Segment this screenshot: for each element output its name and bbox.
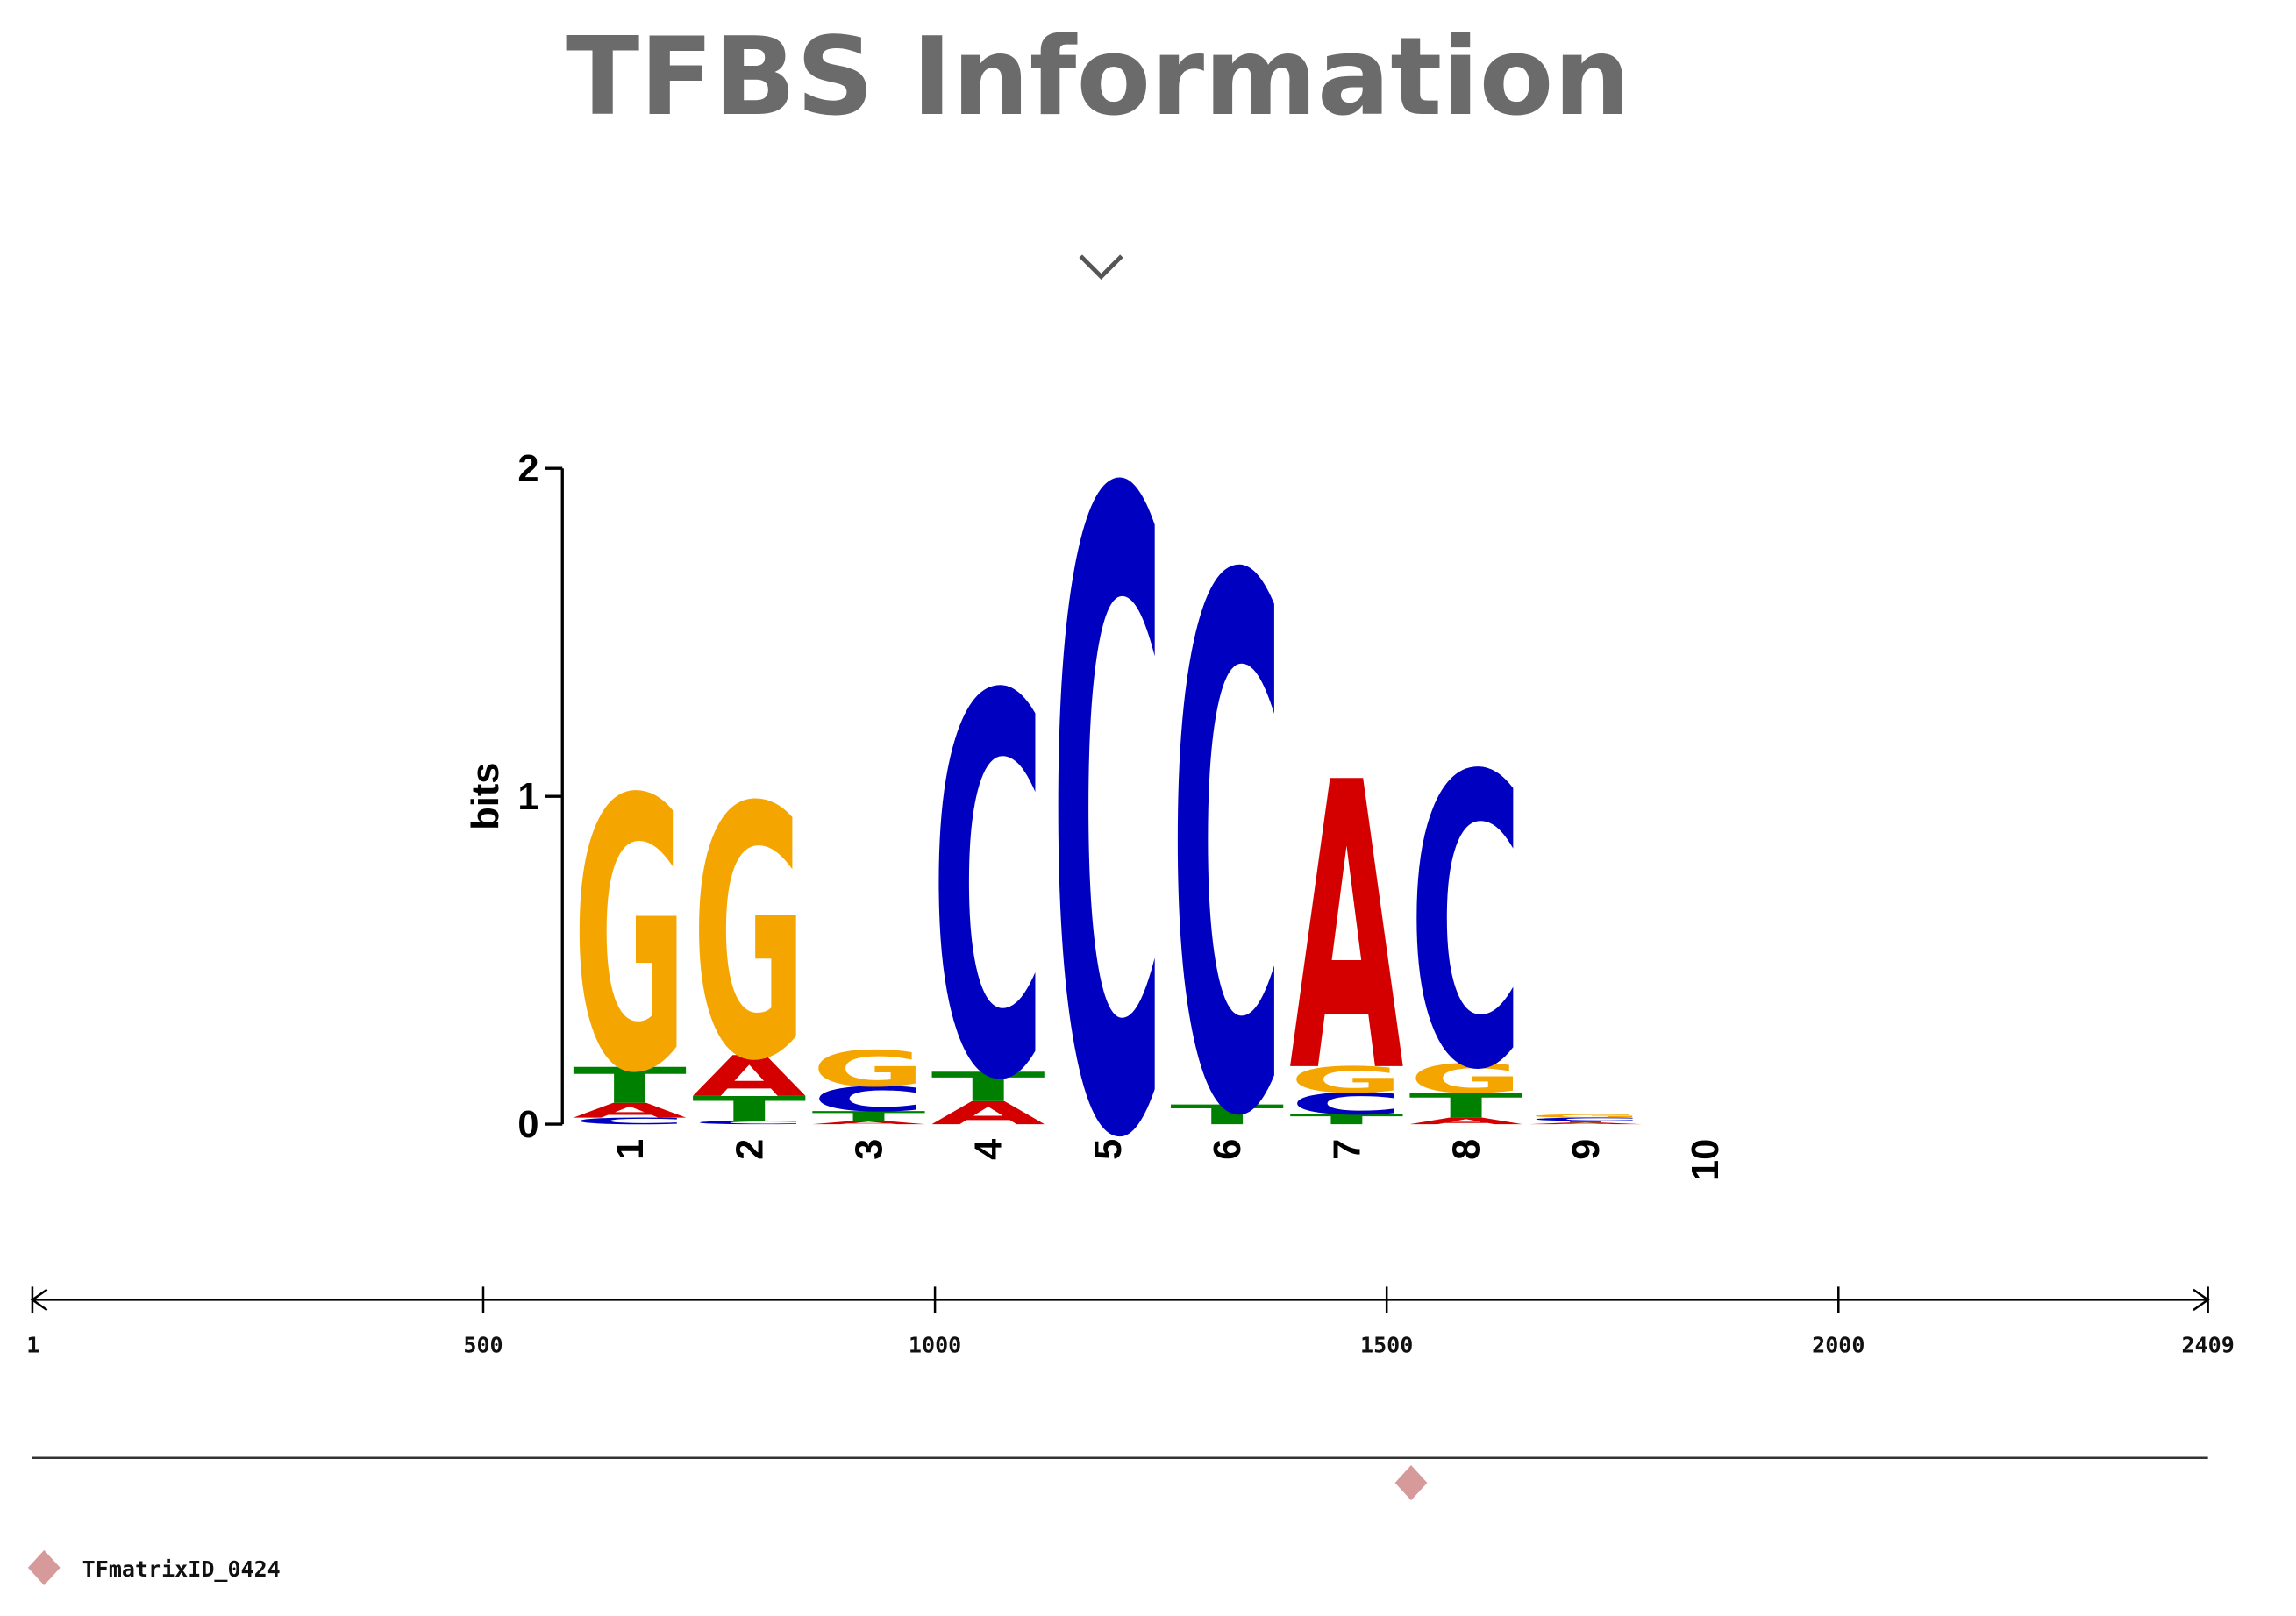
logo-letter: T xyxy=(1408,1086,1523,1126)
x-tick-label: 7 xyxy=(1326,1139,1368,1160)
x-tick-label: 1 xyxy=(610,1139,652,1160)
x-tick-label: 4 xyxy=(968,1139,1010,1160)
x-tick-label: 500 xyxy=(463,1333,503,1358)
logo-letter: G xyxy=(1529,1114,1643,1119)
x-tick-label: 10 xyxy=(1685,1139,1727,1181)
logo-letter: C xyxy=(692,1120,806,1125)
x-tick-label: 9 xyxy=(1565,1139,1608,1160)
logo-letter: A xyxy=(573,1099,687,1122)
x-tick-label: 8 xyxy=(1446,1139,1488,1160)
logo-letter: A xyxy=(692,1044,806,1109)
x-tick-label: 6 xyxy=(1207,1139,1249,1160)
logo-letter: T xyxy=(1529,1121,1643,1123)
logo-letter: G xyxy=(1408,1055,1522,1102)
logo-letter: C xyxy=(931,588,1045,1195)
logo-letter: T xyxy=(811,1108,925,1124)
y-axis-label: bits xyxy=(465,763,507,830)
logo-letter: T xyxy=(931,1064,1045,1111)
page-title: TFBS Information xyxy=(566,14,1630,140)
logo-letter: A xyxy=(1408,1116,1522,1127)
logo-letter: T xyxy=(692,1089,807,1129)
chevron[interactable] xyxy=(1079,254,1123,281)
logo-letter: T xyxy=(573,1057,687,1115)
x-tick-label: 5 xyxy=(1087,1139,1130,1160)
logo-letter: C xyxy=(1170,430,1284,1277)
logo-letter: C xyxy=(1408,692,1522,1157)
logo-letter: C xyxy=(1289,1086,1403,1121)
logo-letter: G xyxy=(811,1041,925,1099)
x-tick-label: 1 xyxy=(26,1333,39,1358)
logo-letter: A xyxy=(1289,700,1404,1160)
logo-letter: C xyxy=(573,1116,687,1127)
logo-letter: A xyxy=(811,1120,925,1125)
x-tick-label: 2 xyxy=(729,1139,771,1160)
logo-letter: G xyxy=(573,722,687,1156)
legend-marker xyxy=(27,1549,61,1585)
x-tick-label: 2409 xyxy=(2181,1333,2234,1358)
site-marker xyxy=(1394,1465,1428,1501)
y-tick-label: 0 xyxy=(517,1104,538,1146)
x-tick-label: 1000 xyxy=(909,1333,961,1358)
logo-letter: A xyxy=(931,1095,1045,1132)
logo-letter: T xyxy=(1289,1112,1403,1128)
y-tick-label: 2 xyxy=(517,448,538,490)
x-tick-label: 2000 xyxy=(1812,1333,1865,1358)
x-tick-label: 1500 xyxy=(1360,1333,1413,1358)
logo-letter: C xyxy=(811,1079,925,1120)
logo-letter: T xyxy=(1170,1100,1284,1131)
logo-letter: A xyxy=(1529,1122,1643,1125)
y-tick-label: 1 xyxy=(517,776,538,818)
x-tick-label: 3 xyxy=(849,1139,891,1160)
logo-letter: C xyxy=(1051,317,1165,1331)
logo-letter: G xyxy=(692,736,806,1137)
logo-letter: G xyxy=(1289,1059,1403,1101)
logo-letter: C xyxy=(1529,1117,1643,1122)
legend-label: TFmatrixID_0424 xyxy=(82,1556,281,1582)
